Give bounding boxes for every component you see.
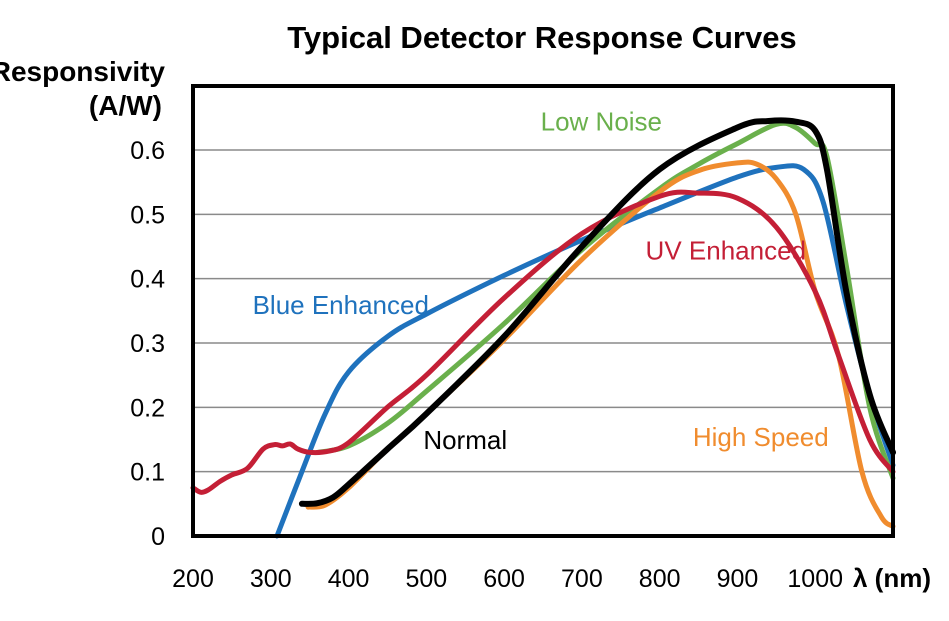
- series-label-uv-enhanced: UV Enhanced: [646, 235, 806, 265]
- y-tick-label: 0.3: [130, 330, 165, 358]
- y-tick-label: 0.2: [130, 394, 165, 422]
- y-tick-label: 0: [151, 523, 165, 551]
- x-tick-label: 700: [561, 565, 603, 593]
- series-line-blue-enhanced: [274, 163, 896, 539]
- series-label-high-speed: High Speed: [693, 422, 829, 452]
- y-tick-label: 0.6: [130, 137, 165, 165]
- series-line-normal: [298, 117, 896, 507]
- series-label-normal: Normal: [423, 425, 507, 455]
- y-axis-label-line1: Responsivity: [0, 56, 165, 87]
- y-tick-label: 0.4: [130, 266, 165, 294]
- x-tick-labels: 200 300 400 500 600 700 800 900 1000: [172, 565, 843, 593]
- x-tick-label: 1000: [787, 565, 843, 593]
- y-axis-label-line2: (A/W): [89, 90, 162, 121]
- x-tick-label: 800: [639, 565, 681, 593]
- series-label-low-noise: Low Noise: [541, 107, 662, 137]
- x-tick-label: 600: [483, 565, 525, 593]
- series-lines: [190, 117, 896, 539]
- x-tick-label: 900: [717, 565, 759, 593]
- x-tick-label: 200: [172, 565, 214, 593]
- x-tick-label: 300: [250, 565, 292, 593]
- x-tick-label: 400: [328, 565, 370, 593]
- y-tick-label: 0.1: [130, 459, 165, 487]
- series-labels: Low Noise UV Enhanced Blue Enhanced Normal H…: [253, 107, 829, 455]
- series-line-low-noise: [314, 120, 896, 481]
- chart-title: Typical Detector Response Curves: [287, 20, 796, 55]
- gridlines: [193, 149, 893, 473]
- y-tick-label: 0.5: [130, 201, 165, 229]
- series-label-blue-enhanced: Blue Enhanced: [253, 290, 429, 320]
- plot-frame: [191, 84, 895, 538]
- x-axis-label: λ (nm): [853, 563, 931, 593]
- x-tick-label: 500: [405, 565, 447, 593]
- series-line-uv-enhanced: [190, 189, 896, 495]
- y-tick-labels: 0 0.1 0.2 0.3 0.4 0.5 0.6: [130, 137, 165, 551]
